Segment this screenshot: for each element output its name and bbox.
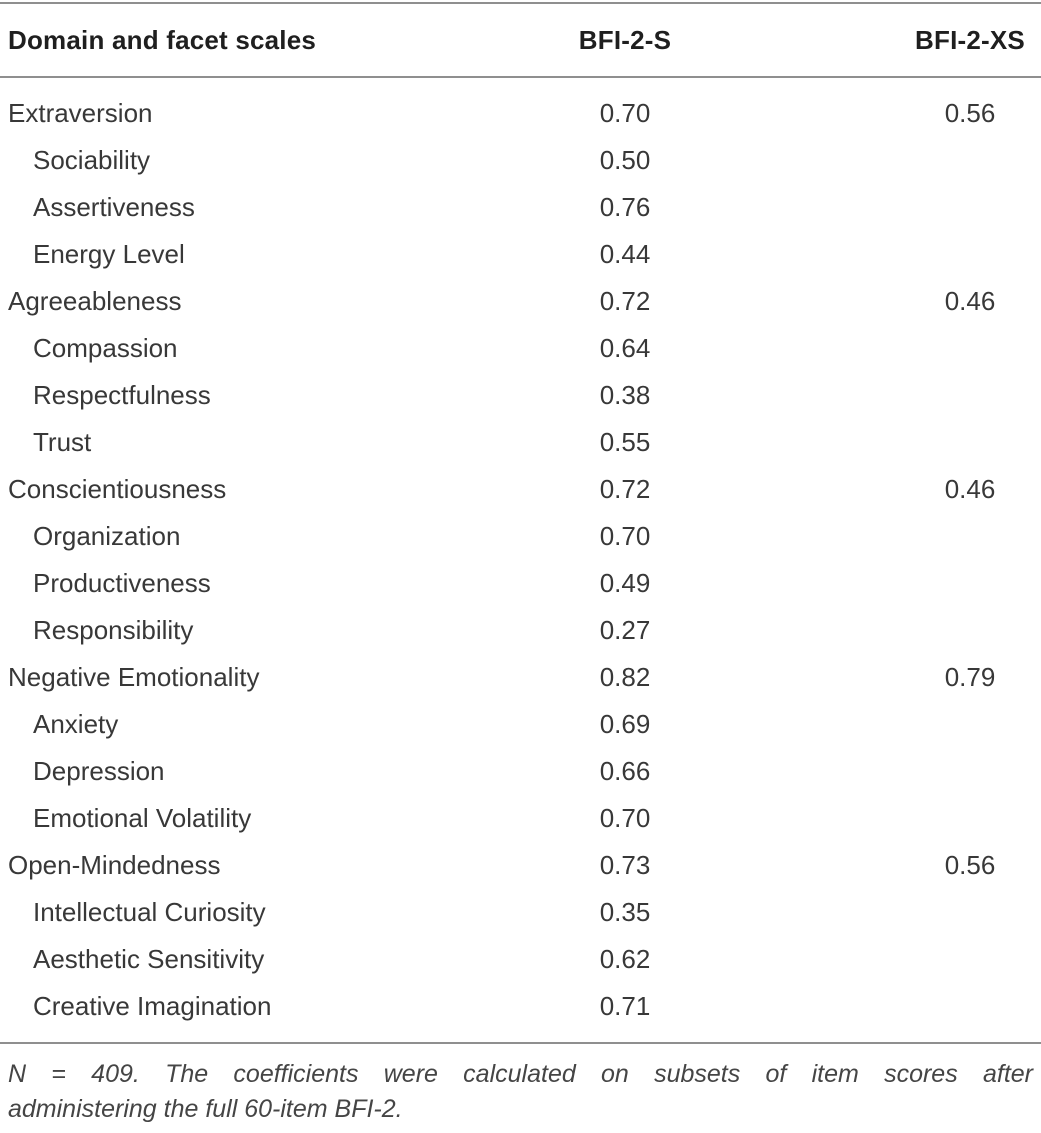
table-row: Sociability 0.50 (0, 137, 1041, 184)
table-row: Negative Emotionality 0.82 0.79 (0, 654, 1041, 701)
bfi2s-value: 0.76 (599, 192, 651, 222)
table-row: Assertiveness 0.76 (0, 184, 1041, 231)
table-row: Creative Imagination 0.71 (0, 983, 1041, 1030)
table-row: Organization 0.70 (0, 513, 1041, 560)
bfi2s-value: 0.62 (599, 944, 651, 974)
row-label: Anxiety (33, 709, 119, 739)
row-label: Productiveness (33, 568, 211, 598)
table-row: Productiveness 0.49 (0, 560, 1041, 607)
bfi2s-value: 0.69 (599, 709, 651, 739)
table-row: Extraversion 0.70 0.56 (0, 90, 1041, 137)
row-label: Assertiveness (33, 192, 195, 222)
bfi2s-value: 0.64 (599, 333, 651, 363)
header-rule (0, 76, 1041, 78)
bfi2s-value: 0.82 (599, 662, 651, 692)
row-label: Sociability (33, 145, 151, 175)
bfi2s-value: 0.73 (599, 850, 651, 880)
bfi2s-value: 0.35 (599, 897, 651, 927)
row-label: Compassion (33, 333, 178, 363)
bfi2s-value: 0.66 (599, 756, 651, 786)
row-label: Energy Level (33, 239, 185, 269)
footnote-line-1: N = 409. The coefficients were calculate… (8, 1060, 1033, 1088)
row-label: Creative Imagination (33, 991, 272, 1021)
row-label: Extraversion (8, 98, 153, 128)
table-row: Open-Mindedness 0.73 0.56 (0, 842, 1041, 889)
bfi2s-value: 0.50 (599, 145, 651, 175)
row-label: Open-Mindedness (8, 850, 221, 880)
row-label: Intellectual Curiosity (33, 897, 266, 927)
bfi2s-value: 0.38 (599, 380, 651, 410)
table-row: Emotional Volatility 0.70 (0, 795, 1041, 842)
row-label: Respectfulness (33, 380, 211, 410)
table-body: Extraversion 0.70 0.56 Sociability 0.50 Asser… (0, 78, 1041, 1042)
table-row: Trust 0.55 (0, 419, 1041, 466)
bfi2s-value: 0.71 (599, 991, 651, 1021)
row-label: Depression (33, 756, 165, 786)
bfi2xs-value: 0.56 (944, 98, 996, 128)
bfi2xs-value: 0.46 (944, 474, 996, 504)
row-label: Trust (33, 427, 92, 457)
table-row: Agreeableness 0.72 0.46 (0, 278, 1041, 325)
table-row: Compassion 0.64 (0, 325, 1041, 372)
bfi2s-value: 0.70 (599, 98, 651, 128)
bfi2s-value: 0.55 (599, 427, 651, 457)
footnote-line-2: administering the full 60-item BFI-2. (8, 1095, 403, 1123)
bfi2s-value: 0.49 (599, 568, 651, 598)
bfi2s-value: 0.70 (599, 803, 651, 833)
column-header-domain-facet: Domain and facet scales (8, 24, 317, 55)
table-footnote: N = 409. The coefficients were calculate… (0, 1044, 1041, 1127)
bfi2s-value: 0.70 (599, 521, 651, 551)
table-row: Intellectual Curiosity 0.35 (0, 889, 1041, 936)
table-row: Energy Level 0.44 (0, 231, 1041, 278)
bfi2s-value: 0.27 (599, 615, 651, 645)
row-label: Organization (33, 521, 181, 551)
row-label: Responsibility (33, 615, 194, 645)
row-label: Conscientiousness (8, 474, 227, 504)
table-row: Conscientiousness 0.72 0.46 (0, 466, 1041, 513)
table-row: Anxiety 0.69 (0, 701, 1041, 748)
table-row: Aesthetic Sensitivity 0.62 (0, 936, 1041, 983)
table-row: Depression 0.66 (0, 748, 1041, 795)
row-label: Agreeableness (8, 286, 182, 316)
top-rule (0, 2, 1041, 4)
table-header-row: Domain and facet scales BFI-2-S BFI-2-XS (0, 4, 1041, 76)
bfi2xs-value: 0.46 (944, 286, 996, 316)
column-header-bfi2s: BFI-2-S (578, 24, 672, 55)
row-label: Aesthetic Sensitivity (33, 944, 265, 974)
bfi2s-value: 0.72 (599, 474, 651, 504)
bfi2s-value: 0.44 (599, 239, 651, 269)
row-label: Negative Emotionality (8, 662, 260, 692)
bottom-rule (0, 1042, 1041, 1044)
bfi2xs-value: 0.79 (944, 662, 996, 692)
table-row: Responsibility 0.27 (0, 607, 1041, 654)
row-label: Emotional Volatility (33, 803, 252, 833)
bfi2s-value: 0.72 (599, 286, 651, 316)
table-row: Respectfulness 0.38 (0, 372, 1041, 419)
column-header-bfi2xs: BFI-2-XS (915, 24, 1025, 55)
bfi2xs-value: 0.56 (944, 850, 996, 880)
